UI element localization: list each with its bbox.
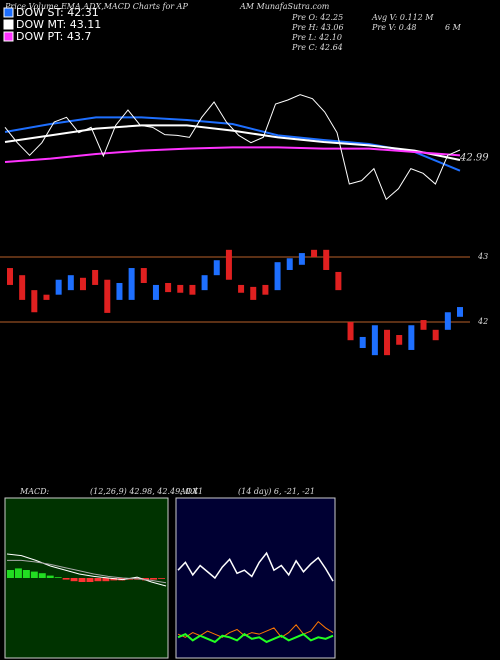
y-tick-label: 43	[477, 252, 488, 261]
candle	[396, 335, 403, 345]
macd-histogram	[142, 578, 150, 581]
candle	[128, 268, 135, 300]
site-name: AM MunafaSutra.com	[239, 2, 330, 11]
stat: Pre L: 42.10	[291, 33, 342, 42]
legend-swatch	[3, 7, 14, 18]
candle	[213, 260, 220, 276]
ema-line	[4, 146, 461, 163]
candle	[371, 325, 378, 356]
stat: Avg V: 0.112 M	[371, 13, 434, 22]
macd-histogram	[110, 578, 118, 581]
ema-line	[4, 124, 461, 161]
stat: Pre V: 0.48	[371, 23, 417, 32]
candle	[79, 277, 86, 291]
adx-line	[177, 620, 334, 638]
candle	[92, 269, 99, 285]
macd-params: (12,26,9) 42.98, 42.49, 0.41	[90, 487, 203, 496]
candle	[432, 329, 439, 341]
macd-histogram	[150, 578, 158, 580]
candle	[457, 307, 463, 317]
macd-histogram	[70, 578, 78, 582]
candle	[140, 268, 147, 283]
candle	[152, 284, 159, 300]
candle	[298, 253, 305, 265]
macd-histogram	[78, 578, 86, 582]
stat: Pre O: 42.25	[291, 13, 343, 22]
legend-swatch	[3, 31, 14, 42]
macd-line	[6, 553, 167, 587]
candle	[177, 284, 184, 293]
candle	[165, 282, 172, 293]
macd-histogram	[54, 577, 62, 578]
y-tick-label: 42	[477, 317, 488, 326]
candle	[250, 286, 257, 300]
candle	[43, 294, 50, 300]
candle	[408, 325, 415, 350]
adx-panel	[175, 497, 336, 659]
adx-params: (14 day) 6, -21, -21	[238, 487, 315, 496]
stat: Pre C: 42.64	[291, 43, 343, 52]
candle	[67, 275, 74, 291]
macd-histogram	[14, 568, 22, 578]
macd-histogram	[30, 571, 38, 578]
legend-label: DOW ST: 42.31	[16, 6, 99, 19]
candle	[323, 249, 330, 270]
chart-title: Price,Volume,EMA,ADX,MACD Charts for AP	[4, 2, 188, 11]
candle	[31, 290, 38, 313]
adx-label: ADX	[179, 487, 198, 496]
candle	[274, 262, 281, 291]
adx-line	[177, 551, 334, 582]
legend-swatch	[3, 19, 14, 30]
candle	[238, 284, 245, 293]
macd-histogram	[158, 578, 165, 579]
last-price-label: 42.99	[459, 153, 489, 164]
candle	[335, 271, 342, 291]
candle	[104, 279, 111, 313]
macd-histogram	[7, 570, 14, 578]
stat: 6 M	[445, 23, 462, 32]
macd-histogram	[22, 570, 30, 578]
close-line	[4, 94, 461, 201]
candle	[311, 249, 318, 257]
candle	[384, 329, 391, 356]
macd-histogram	[94, 578, 102, 582]
candle	[189, 284, 196, 295]
macd-histogram	[102, 578, 110, 582]
candle	[347, 322, 354, 341]
candle	[201, 275, 208, 291]
legend-label: DOW PT: 43.7	[16, 30, 91, 43]
candle	[19, 275, 26, 300]
candle	[262, 284, 269, 295]
candle	[359, 336, 366, 349]
adx-line	[177, 632, 334, 644]
candle	[7, 268, 13, 285]
macd-line	[7, 559, 167, 584]
macd-histogram	[46, 575, 54, 578]
macd-histogram	[62, 578, 70, 580]
candle	[55, 279, 62, 295]
candle	[286, 258, 293, 270]
legend-label: DOW MT: 43.11	[16, 18, 101, 31]
macd-histogram	[38, 573, 46, 578]
stat: Pre H: 43.06	[291, 23, 344, 32]
macd-histogram	[86, 578, 94, 582]
macd-label: MACD:	[19, 487, 50, 496]
candle	[444, 312, 451, 330]
candle	[420, 320, 427, 330]
candle	[116, 282, 123, 300]
candle	[225, 249, 232, 280]
